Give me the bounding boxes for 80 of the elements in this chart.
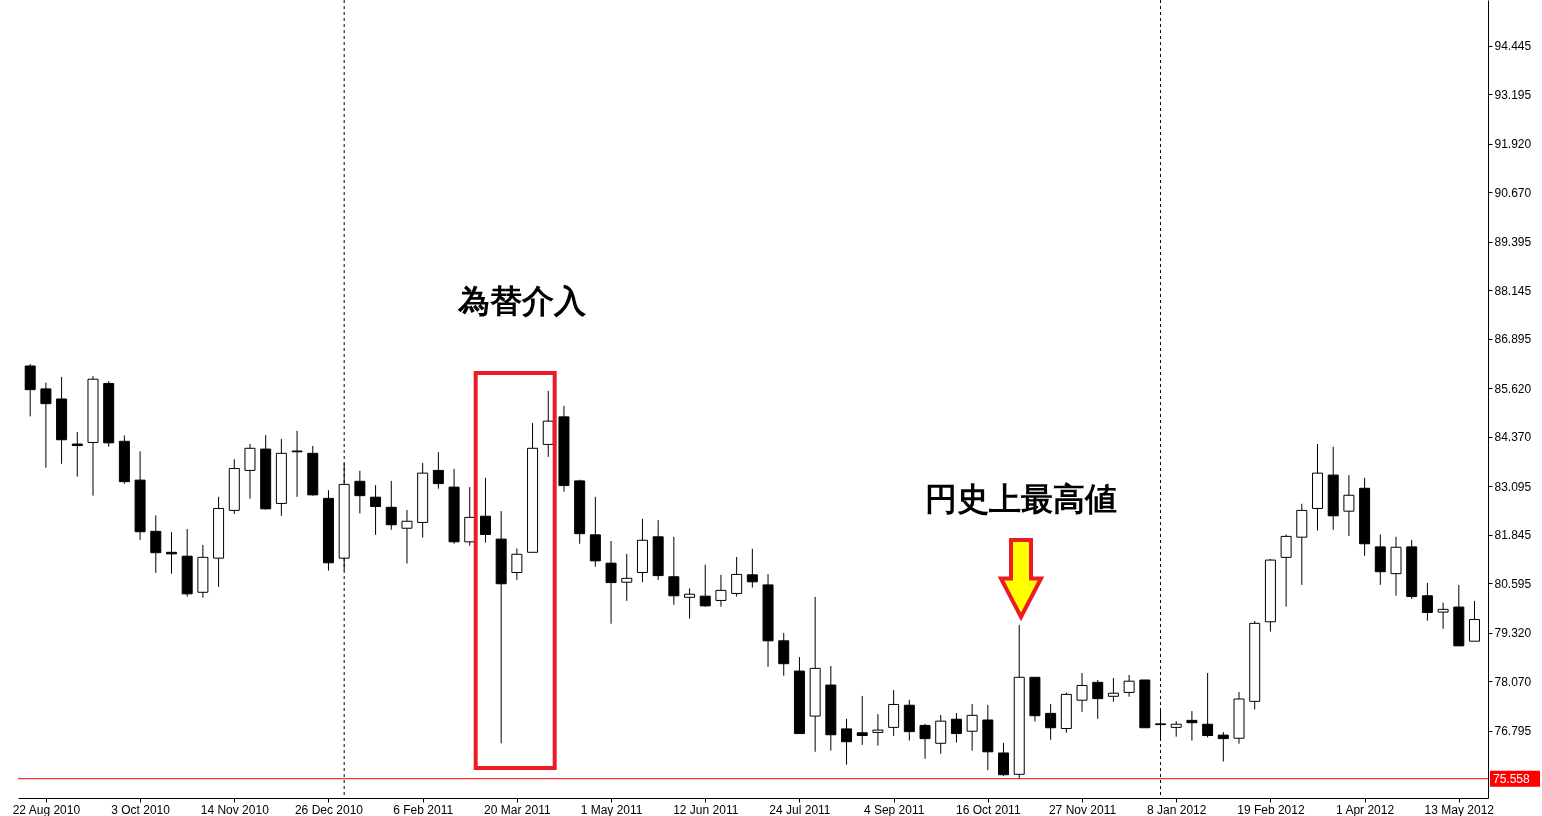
- y-tick-label: 80.595: [1494, 576, 1532, 591]
- y-tick-label: 86.895: [1494, 332, 1532, 347]
- candlestick: [71, 431, 83, 478]
- x-tick-label: 4 Sep 2011: [863, 802, 925, 816]
- candlestick: [699, 564, 711, 608]
- y-tick-label: 84.370: [1494, 430, 1532, 445]
- x-tick-label: 6 Feb 2011: [393, 802, 454, 816]
- y-tick-label: 78.070: [1494, 674, 1532, 689]
- candlestick: [1469, 600, 1480, 642]
- candlestick: [1217, 731, 1229, 763]
- x-tick-label: 14 Nov 2010: [200, 802, 270, 816]
- x-tick-label: 24 Jul 2011: [769, 802, 831, 816]
- x-tick-label: 27 Nov 2011: [1048, 802, 1117, 816]
- candlestick: [1186, 710, 1198, 742]
- ref-line-label: 75.558: [1493, 771, 1531, 786]
- candlestick: [966, 703, 978, 752]
- candlestick: [872, 713, 884, 747]
- candlestick: [291, 430, 303, 498]
- y-tick-label: 93.195: [1494, 87, 1532, 102]
- candlestick: [401, 509, 413, 565]
- candlestick: [715, 574, 727, 608]
- y-tick-label: 76.795: [1494, 724, 1532, 739]
- candlestick: [1437, 602, 1449, 630]
- candlestick: [1123, 674, 1135, 698]
- candlestick: [605, 540, 617, 625]
- x-tick-label: 22 Aug 2010: [12, 802, 81, 816]
- candlestick: [1280, 533, 1292, 608]
- candlestick: [1045, 703, 1057, 741]
- y-tick-label: 83.095: [1494, 479, 1532, 494]
- candlestick: [1343, 474, 1355, 537]
- candlestick: [1092, 679, 1104, 720]
- candlestick: [479, 477, 491, 544]
- x-tick-label: 1 May 2011: [580, 802, 643, 816]
- candlestick: [1076, 672, 1088, 713]
- x-tick-label: 16 Oct 2011: [956, 802, 1021, 816]
- candlestick: [1107, 677, 1119, 703]
- annotation: 円史上最高値: [925, 480, 1117, 518]
- candlestick: [668, 536, 680, 606]
- x-tick-label: 19 Feb 2012: [1237, 802, 1305, 816]
- candlestick: [385, 480, 397, 531]
- x-tick-label: 8 Jan 2012: [1147, 802, 1207, 816]
- candlestick: [684, 587, 696, 620]
- y-tick-label: 91.920: [1494, 137, 1532, 152]
- candlestick: [621, 553, 633, 602]
- candlestick: [511, 547, 523, 581]
- candlestick: [731, 556, 743, 598]
- candlestick: [1421, 582, 1433, 622]
- x-tick-label: 12 Jun 2011: [673, 802, 739, 816]
- y-tick-label: 94.445: [1494, 39, 1532, 54]
- x-tick-label: 13 May 2012: [1424, 802, 1495, 816]
- y-tick-label: 88.145: [1494, 283, 1532, 298]
- candlestick: [165, 531, 177, 575]
- candlestick: [950, 712, 962, 743]
- candlestick: [778, 632, 790, 677]
- candlestick: [1202, 672, 1214, 738]
- candlestick: [40, 382, 52, 469]
- annotation: 為替介入: [457, 282, 587, 320]
- candlestick: [888, 689, 900, 737]
- candlestick: [24, 363, 36, 417]
- candlestick: [935, 714, 947, 755]
- y-tick-label: 79.320: [1494, 626, 1532, 641]
- candlestick: [919, 723, 931, 760]
- candlestick: [370, 484, 382, 536]
- candlestick: [354, 470, 366, 514]
- x-tick-label: 1 Apr 2012: [1336, 802, 1395, 816]
- candlestick: [998, 742, 1010, 777]
- y-tick-label: 85.620: [1494, 381, 1532, 396]
- x-tick-label: 20 Mar 2011: [484, 802, 551, 816]
- candlestick: [856, 695, 868, 746]
- y-tick-label: 89.395: [1494, 235, 1532, 250]
- candlestick: [746, 548, 758, 589]
- candlestick: [150, 514, 162, 574]
- y-tick-label: 81.845: [1494, 528, 1532, 543]
- candlestick: [542, 390, 554, 458]
- y-tick-label: 90.670: [1494, 185, 1532, 200]
- x-tick-label: 26 Dec 2010: [294, 802, 364, 816]
- x-tick-label: 3 Oct 2010: [111, 802, 171, 816]
- candlestick: [841, 718, 853, 766]
- candlestick: [432, 451, 444, 490]
- candlestick: [244, 443, 256, 500]
